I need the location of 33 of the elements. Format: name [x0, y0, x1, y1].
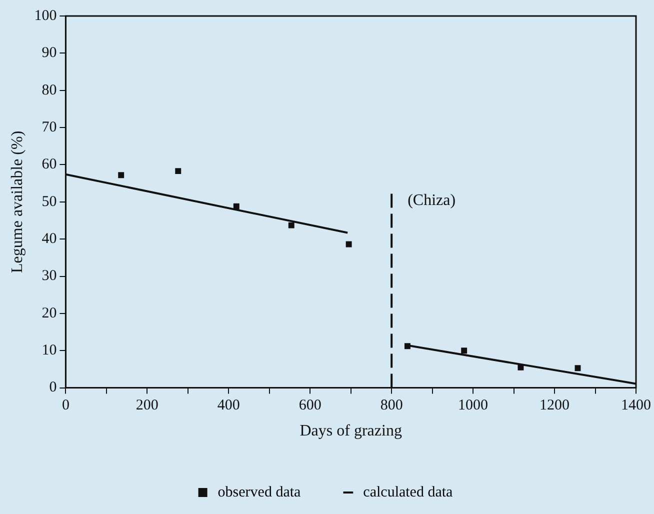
point	[404, 343, 410, 350]
x-tick-label: 1000	[458, 398, 488, 414]
y-tick-label: 80	[42, 82, 57, 98]
legend-label: observed data	[218, 484, 302, 500]
y-axis-title: Legume available (%)	[8, 130, 26, 273]
y-tick-label: 90	[42, 45, 57, 62]
legend-label: calculated data	[363, 484, 454, 500]
point	[461, 348, 468, 354]
point	[518, 364, 524, 370]
y-tick-label: 10	[42, 342, 57, 359]
x-axis-title: Days of grazing	[300, 422, 402, 440]
point	[175, 168, 182, 174]
point	[118, 172, 124, 178]
x-tick-label: 0	[62, 398, 70, 414]
point	[233, 203, 240, 210]
x-tick-label: 200	[136, 398, 158, 414]
point	[346, 241, 352, 248]
point	[574, 365, 581, 372]
x-tick-label: 1400	[621, 398, 651, 414]
y-tick-label: 100	[34, 8, 57, 24]
y-tick-label: 20	[42, 305, 57, 322]
y-tick-label: 40	[42, 231, 57, 248]
point	[288, 222, 294, 228]
x-tick-label: 600	[298, 398, 322, 414]
y-tick-label: 50	[42, 194, 57, 210]
y-tick-label: 0	[49, 380, 57, 396]
x-tick-label: 400	[217, 398, 240, 414]
y-tick-label: 30	[42, 268, 57, 284]
y-tick-label: 70	[42, 119, 57, 136]
x-tick-label: 800	[380, 398, 403, 414]
ref-line-label: (Chiza)	[408, 192, 456, 209]
y-tick-label: 60	[42, 156, 57, 173]
x-tick-label: 1200	[540, 398, 570, 414]
